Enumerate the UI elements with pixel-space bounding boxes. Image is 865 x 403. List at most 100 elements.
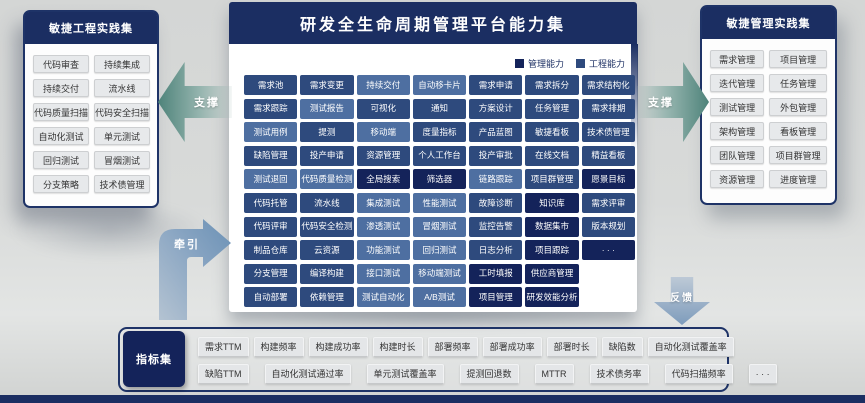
left-panel-title: 敏捷工程实践集 <box>25 12 157 44</box>
practice-chip: 进度管理 <box>769 170 827 188</box>
legend-label: 工程能力 <box>588 59 625 69</box>
capability-tile: 投产申请 <box>300 145 354 166</box>
capability-tile: 需求结构化 <box>581 75 635 95</box>
agile-management-practices-panel: 敏捷管理实践集 需求管理 项目管理 迭代管理 任务管理 测试管理 外包管理 架构管理 看板管理… <box>700 5 837 205</box>
support-arrow-right: 支撑 <box>637 62 709 142</box>
practice-chip: 看板管理 <box>769 122 827 140</box>
metric-chip: 提测回退数 <box>459 364 519 384</box>
practice-chip: 项目群管理 <box>769 146 827 164</box>
capability-row: 制品仓库 云资源 功能测试 回归测试 日志分析 项目跟踪 · · · <box>244 240 635 261</box>
legend: 管理能力 工程能力 <box>514 57 625 70</box>
practice-chip: 团队管理 <box>710 146 765 164</box>
metric-chip: · · · <box>748 364 777 384</box>
center-panel-title: 研发全生命周期管理平台能力集 <box>299 15 566 34</box>
capability-tile: 日志分析 <box>469 240 523 261</box>
capability-tile: 故障诊断 <box>469 192 523 213</box>
practice-chip: 技术债管理 <box>94 175 151 193</box>
capability-tile: 流水线 <box>300 192 354 213</box>
capability-tile: 编译构建 <box>300 263 354 284</box>
practice-chip: 冒烟测试 <box>94 151 151 169</box>
support-arrow-right-label: 支撑 <box>648 97 674 109</box>
right-panel-title: 敏捷管理实践集 <box>702 7 835 39</box>
capability-tile: 资源管理 <box>356 145 410 166</box>
metric-chip: 单元测试覆盖率 <box>366 364 444 384</box>
capability-tile: 制品仓库 <box>244 240 298 261</box>
legend-swatch <box>514 59 524 68</box>
capability-tile: 技术债管理 <box>581 122 635 143</box>
capability-tile: 自动移卡片 <box>412 75 467 95</box>
capability-row: 测试用例 提测 移动端 度量指标 产品蓝图 敏捷看板 技术债管理 <box>244 122 635 143</box>
capability-tile: 需求拆分 <box>525 75 579 95</box>
capability-row: 分支管理 编译构建 接口测试 移动端测试 工时填报 供应商管理 <box>244 263 635 284</box>
legend-label: 管理能力 <box>527 59 564 69</box>
practice-chip: 持续集成 <box>94 55 151 73</box>
capability-tile: 测试用例 <box>244 122 298 143</box>
capability-tile: 自动部署 <box>244 287 298 308</box>
feedback-arrow-label: 反馈 <box>670 293 694 304</box>
capability-tile: 测试自动化 <box>356 287 410 308</box>
practice-chip: 回归测试 <box>33 151 90 169</box>
capability-tile: 提测 <box>300 122 354 143</box>
pull-arrow-label: 牵引 <box>174 237 200 251</box>
capability-tile: 度量指标 <box>412 122 467 143</box>
capability-tile: 项目跟踪 <box>525 240 579 261</box>
capability-tile: 需求跟踪 <box>244 98 298 119</box>
metric-chip: 构建频率 <box>253 337 304 357</box>
capability-tile: 精益看板 <box>581 145 635 166</box>
capability-tile: 接口测试 <box>356 263 410 284</box>
capability-row: 需求跟踪 测试报告 可视化 通知 方案设计 任务管理 需求排期 <box>244 98 635 119</box>
capability-tile: 个人工作台 <box>412 145 467 166</box>
capability-tile: 投产审批 <box>469 145 523 166</box>
metric-chip: 技术债务率 <box>589 364 649 384</box>
capability-tile: 代码托管 <box>244 192 298 213</box>
capability-tile: 研发效能分析 <box>525 287 579 308</box>
metric-chip: 部署频率 <box>427 337 478 357</box>
practice-chip: 迭代管理 <box>710 74 765 92</box>
capability-tile: 功能测试 <box>356 240 410 261</box>
capability-tile: 项目群管理 <box>525 169 579 190</box>
capability-tile: 性能测试 <box>412 192 467 213</box>
capability-tile: 需求变更 <box>300 75 354 95</box>
capability-tile: 通知 <box>412 98 467 119</box>
capability-tile: 知识库 <box>525 192 579 213</box>
capability-tile: 持续交付 <box>356 75 410 95</box>
practice-chip: 分支策略 <box>33 175 90 193</box>
capability-tile: A/B测试 <box>412 287 467 308</box>
metric-row: 需求TTM 构建频率 构建成功率 构建时长 部署频率 部署成功率 部署时长 缺陷数 自动化测试覆… <box>198 337 734 357</box>
capability-row: 缺陷管理 投产申请 资源管理 个人工作台 投产审批 在线文档 精益看板 <box>244 145 635 166</box>
right-panel-items: 需求管理 项目管理 迭代管理 任务管理 测试管理 外包管理 架构管理 看板管理 团队管理 项目群管… <box>702 39 835 199</box>
center-panel-header: 研发全生命周期管理平台能力集 <box>229 2 637 44</box>
agile-engineering-practices-panel: 敏捷工程实践集 代码审查 持续集成 持续交付 流水线 代码质量扫描 代码安全扫描 自动化测试… <box>23 10 159 208</box>
metric-chip: 代码扫描频率 <box>664 364 733 384</box>
capability-tile: 需求申请 <box>469 75 523 95</box>
legend-item: 工程能力 <box>575 57 625 70</box>
capability-tile: 工时填报 <box>469 263 523 284</box>
pull-arrow-shape <box>159 219 231 320</box>
capability-tile: 测试退回 <box>244 169 298 190</box>
capability-tile: 需求池 <box>244 75 298 95</box>
capability-tile: 监控告警 <box>469 216 523 237</box>
capability-tile: · · · <box>581 240 635 261</box>
metrics-panel-label: 指标集 <box>123 331 185 387</box>
capability-tile: 云资源 <box>300 240 354 261</box>
capability-tile: 愿景目标 <box>581 169 635 190</box>
practice-chip: 单元测试 <box>94 127 151 145</box>
capability-tile: 方案设计 <box>469 98 523 119</box>
metric-chip: 构建时长 <box>372 337 423 357</box>
metric-chip: 构建成功率 <box>308 337 368 357</box>
capability-tile: 敏捷看板 <box>525 122 579 143</box>
legend-item: 管理能力 <box>514 57 564 70</box>
pull-arrow: 牵引 <box>159 219 231 320</box>
practice-chip: 资源管理 <box>710 170 765 188</box>
metric-chip: 自动化测试通过率 <box>264 364 351 384</box>
capability-tile: 集成测试 <box>356 192 410 213</box>
metric-chip: 部署成功率 <box>482 337 542 357</box>
capability-tile: 移动端 <box>356 122 410 143</box>
capability-tile: 冒烟测试 <box>412 216 467 237</box>
practice-chip: 流水线 <box>94 79 151 97</box>
metric-row: 缺陷TTM 自动化测试通过率 单元测试覆盖率 提测回退数 MTTR 技术债务率 代码扫描频率… <box>198 364 777 384</box>
capability-tile: 项目管理 <box>469 287 523 308</box>
practice-chip: 代码安全扫描 <box>94 103 151 121</box>
capability-tile: 在线文档 <box>525 145 579 166</box>
